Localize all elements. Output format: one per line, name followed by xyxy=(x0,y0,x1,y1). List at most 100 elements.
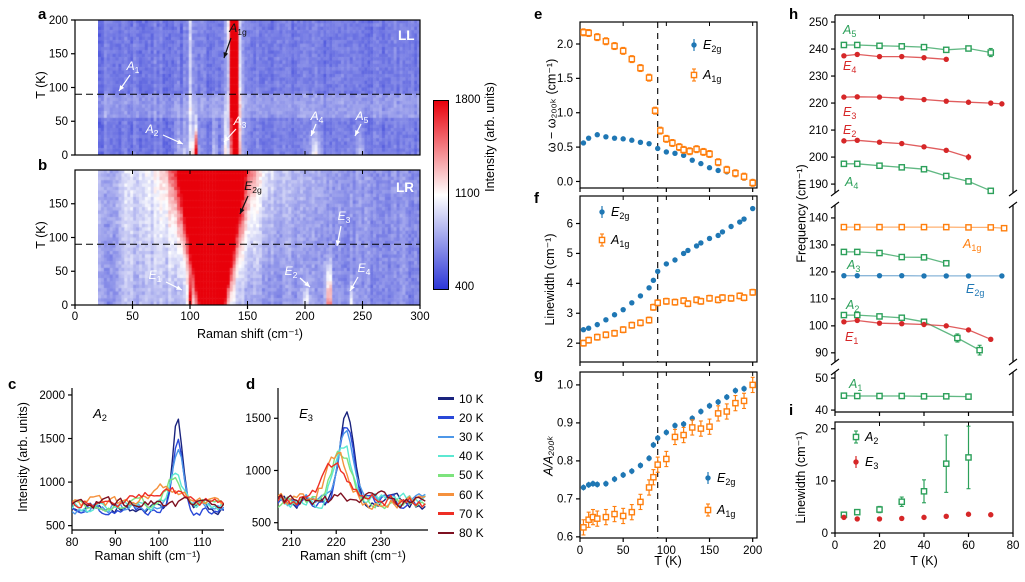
svg-text:20: 20 xyxy=(815,424,828,436)
svg-text:A2: A2 xyxy=(145,122,159,138)
heatmap-lr-canvas xyxy=(98,170,420,305)
panel-letter-d: d xyxy=(246,376,256,393)
temp-label: 80 K xyxy=(459,525,484,540)
svg-text:A1: A1 xyxy=(848,377,862,393)
temp-label: 20 K xyxy=(459,410,484,425)
svg-text:A1g: A1g xyxy=(610,233,629,249)
panel-letter-h: h xyxy=(789,6,799,23)
panel-g-chart: 0.6 0.7 0.8 0.9 1.0 0 50 100 150 200 E2g A1g xyxy=(557,371,762,557)
svg-text:0.8: 0.8 xyxy=(557,456,573,468)
temp-label: 50 K xyxy=(459,468,484,483)
svg-text:1500: 1500 xyxy=(39,433,65,445)
svg-text:0: 0 xyxy=(577,545,583,557)
svg-text:A5: A5 xyxy=(355,109,369,125)
temp-swatch xyxy=(438,435,454,439)
svg-text:E2: E2 xyxy=(843,123,856,139)
svg-text:250: 250 xyxy=(809,17,828,29)
panel-a-axes: 0 50 100 150 200 A1g A1 A2 A3 A4 A5 xyxy=(49,15,421,162)
svg-text:1000: 1000 xyxy=(245,465,271,477)
temp-legend-item: 80 K xyxy=(438,523,484,542)
heatmap-ll-canvas xyxy=(98,20,420,155)
panel-letter-g: g xyxy=(534,366,544,383)
svg-text:4: 4 xyxy=(567,278,574,290)
svg-text:E2g: E2g xyxy=(717,471,735,487)
svg-text:0.7: 0.7 xyxy=(557,494,573,506)
svg-text:E2g: E2g xyxy=(611,205,629,221)
svg-text:A5: A5 xyxy=(842,23,856,39)
svg-text:5: 5 xyxy=(567,248,573,260)
svg-text:200: 200 xyxy=(49,15,68,27)
svg-text:500: 500 xyxy=(46,520,65,532)
svg-text:210: 210 xyxy=(282,537,301,549)
panel-letter-a: a xyxy=(38,6,47,23)
svg-text:0.5: 0.5 xyxy=(557,142,573,154)
svg-text:20: 20 xyxy=(873,540,886,552)
svg-text:2.0: 2.0 xyxy=(557,39,573,51)
svg-text:80: 80 xyxy=(66,537,79,549)
axis-title-g-x: T (K) xyxy=(654,554,682,568)
svg-text:200: 200 xyxy=(743,545,762,557)
svg-text:A4: A4 xyxy=(310,109,324,125)
svg-text:A3: A3 xyxy=(233,114,247,130)
temp-legend-item: 40 K xyxy=(438,447,484,466)
svg-text:E2g: E2g xyxy=(703,38,721,54)
svg-text:90: 90 xyxy=(815,348,828,360)
svg-text:100: 100 xyxy=(149,537,168,549)
polarization-label-ll: LL xyxy=(398,28,415,43)
svg-text:1000: 1000 xyxy=(39,477,65,489)
svg-text:E4: E4 xyxy=(358,261,371,277)
svg-text:A1g: A1g xyxy=(702,68,721,84)
panel-c-chart: 500 1000 1500 2000 80 90 100 110 A2 xyxy=(39,388,224,549)
temp-legend-item: 70 K xyxy=(438,504,484,523)
svg-text:A3: A3 xyxy=(846,258,860,274)
svg-text:0: 0 xyxy=(62,150,68,162)
svg-text:0.9: 0.9 xyxy=(557,418,573,430)
svg-text:230: 230 xyxy=(371,537,390,549)
axis-title-b-x: Raman shift (cm⁻¹) xyxy=(197,327,303,341)
svg-text:0: 0 xyxy=(62,300,68,312)
temp-label: 10 K xyxy=(459,391,484,406)
svg-text:40: 40 xyxy=(815,405,828,417)
axis-title-c-x: Raman shift (cm⁻¹) xyxy=(94,549,201,563)
panel-b-axes: 0 50 100 150 0 50 100 150 200 250 300 E2g E3 E1 E2 E4 xyxy=(49,169,430,323)
svg-text:1.5: 1.5 xyxy=(557,73,573,85)
panel-letter-f: f xyxy=(534,190,539,207)
svg-text:E2g: E2g xyxy=(244,179,262,195)
svg-text:E2g: E2g xyxy=(966,282,984,298)
svg-text:0: 0 xyxy=(72,311,78,323)
panel-letter-c: c xyxy=(8,376,17,393)
svg-text:1500: 1500 xyxy=(245,413,271,425)
svg-text:A4: A4 xyxy=(844,175,858,191)
temp-swatch xyxy=(438,474,454,477)
svg-text:150: 150 xyxy=(238,311,257,323)
svg-text:60: 60 xyxy=(962,540,975,552)
axis-title-d-x: Raman shift (cm⁻¹) xyxy=(300,549,406,563)
svg-text:40: 40 xyxy=(918,540,931,552)
svg-text:220: 220 xyxy=(327,537,346,549)
svg-text:A2: A2 xyxy=(92,406,107,423)
svg-text:240: 240 xyxy=(809,44,828,56)
temp-swatch xyxy=(438,416,454,420)
panel-letter-i: i xyxy=(789,402,794,419)
svg-text:220: 220 xyxy=(809,98,828,110)
svg-text:150: 150 xyxy=(49,199,68,211)
svg-text:2000: 2000 xyxy=(39,390,65,402)
temp-legend-item: 30 K xyxy=(438,427,484,446)
svg-text:0.0: 0.0 xyxy=(557,176,573,188)
svg-text:90: 90 xyxy=(109,537,122,549)
polarization-label-lr: LR xyxy=(396,180,414,195)
svg-text:190: 190 xyxy=(809,179,828,191)
svg-text:100: 100 xyxy=(49,82,68,94)
svg-text:300: 300 xyxy=(410,311,429,323)
svg-text:E2: E2 xyxy=(285,264,298,280)
panel-d-chart: 500 1000 1500 210 220 230 E3 xyxy=(245,388,428,549)
svg-text:A1g: A1g xyxy=(962,237,981,253)
colorbar-tick-min: 400 xyxy=(455,281,475,293)
svg-text:6: 6 xyxy=(567,218,573,230)
temp-label: 40 K xyxy=(459,449,484,464)
temp-label: 30 K xyxy=(459,429,484,444)
temp-swatch xyxy=(438,512,454,516)
svg-text:150: 150 xyxy=(49,49,68,61)
